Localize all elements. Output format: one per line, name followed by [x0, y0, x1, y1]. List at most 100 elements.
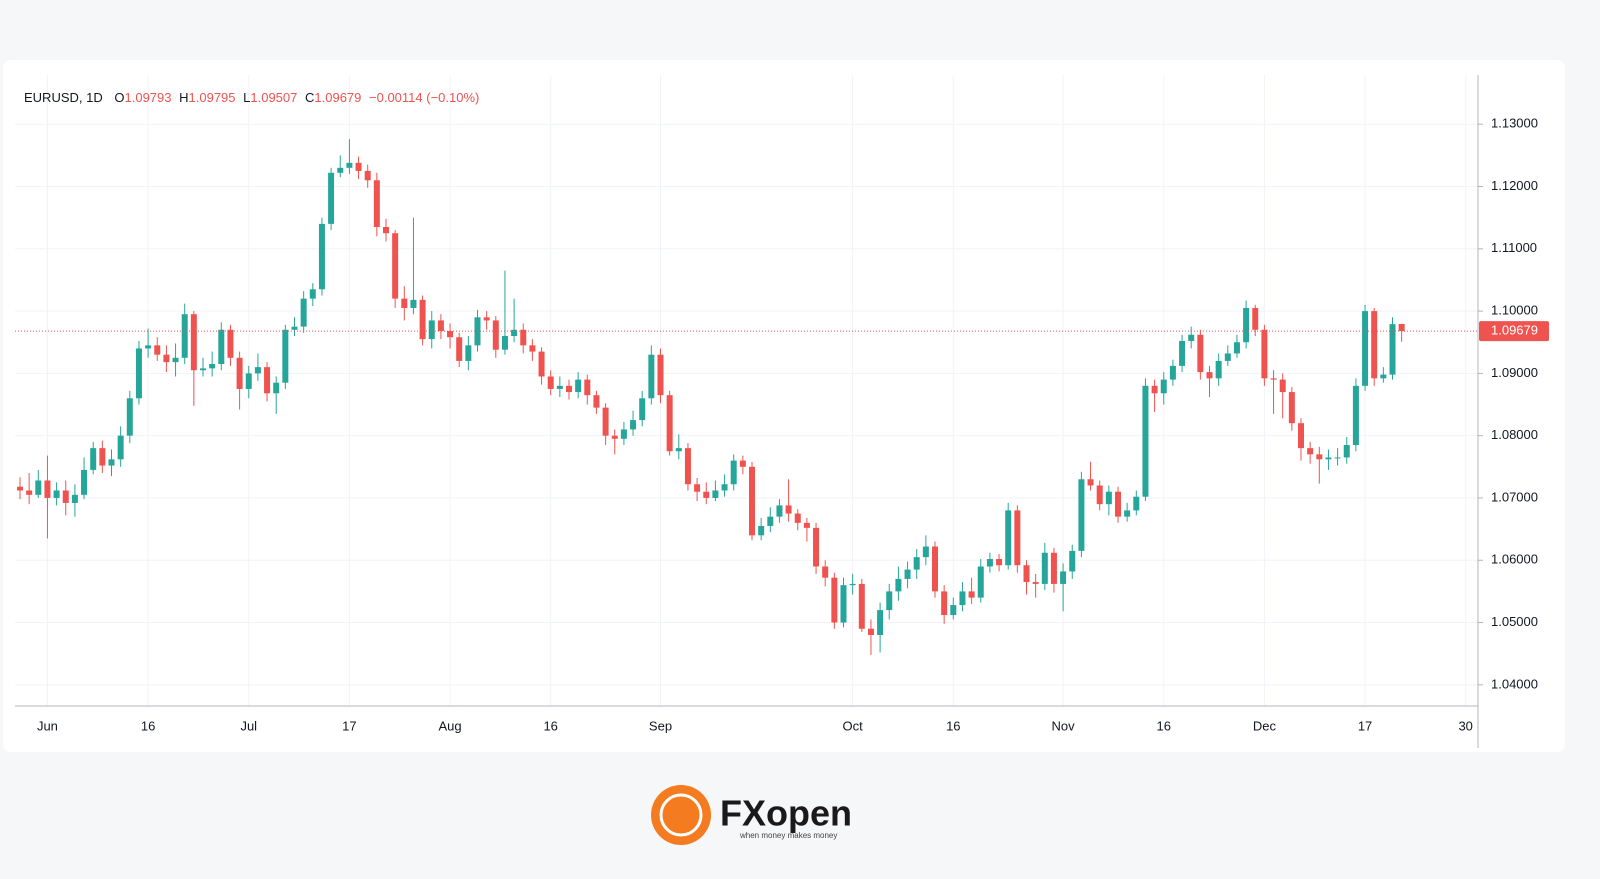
candle-body: [26, 490, 33, 495]
candle-body: [1206, 372, 1213, 379]
x-tick-label: Dec: [1253, 718, 1277, 733]
candle-body: [1060, 571, 1067, 584]
candle-body: [932, 546, 938, 592]
candle-body: [1188, 334, 1195, 341]
brand-name: FXopen: [720, 793, 852, 834]
candle-body: [684, 448, 691, 485]
candle-body: [291, 326, 298, 330]
x-tick-label: Jun: [37, 718, 58, 733]
y-tick-label: 1.07000: [1491, 489, 1538, 504]
candle-body: [1124, 510, 1131, 517]
candle-body: [1243, 307, 1250, 343]
candle-body: [666, 395, 673, 452]
candle-body: [1151, 385, 1158, 394]
candle-body: [44, 480, 51, 498]
candle-body: [1316, 454, 1323, 460]
candle-body: [1362, 311, 1369, 386]
last-price-label: 1.09679: [1491, 323, 1538, 338]
candle-body: [53, 490, 60, 498]
candle-body: [117, 435, 124, 460]
candle-body: [181, 314, 188, 358]
candle-body: [373, 180, 380, 227]
candle-body: [1105, 491, 1112, 505]
x-tick-label: Nov: [1052, 718, 1076, 733]
candle-body: [593, 395, 600, 408]
candle-body: [71, 494, 78, 503]
header: EURUSD, 1D O1.09793 H1.09795 L1.09507 C1…: [24, 90, 479, 105]
candle-body: [90, 448, 97, 470]
y-tick-label: 1.11000: [1491, 240, 1537, 255]
candle-body: [913, 557, 920, 570]
candle-body: [145, 345, 152, 349]
l-value: 1.09507: [250, 90, 297, 105]
candle-body: [1087, 479, 1094, 486]
candle-body: [492, 320, 499, 350]
candle-body: [822, 566, 829, 578]
candle-body: [1041, 552, 1048, 584]
candle-body: [1352, 385, 1359, 446]
candle-body: [209, 364, 216, 369]
candle-body: [895, 578, 902, 592]
candle-body: [1133, 496, 1140, 511]
candle-body: [273, 382, 280, 394]
candle-body: [1078, 479, 1085, 551]
candle-body: [236, 357, 243, 389]
candle-body: [254, 367, 261, 374]
last-price-tag: [1479, 321, 1549, 342]
candle-body: [401, 298, 408, 308]
logo: FXopen when money makes money: [651, 785, 852, 845]
candle-body: [392, 233, 399, 299]
candle-body: [383, 226, 389, 234]
candle-body: [794, 513, 801, 523]
candle-body: [264, 367, 271, 394]
candle-body: [675, 448, 682, 452]
y-tick-label: 1.12000: [1491, 178, 1538, 193]
candle-body: [767, 516, 774, 526]
candle-body: [1380, 374, 1387, 379]
candle-body: [1252, 307, 1259, 330]
candle-body: [227, 329, 234, 358]
candle-body: [282, 329, 289, 383]
candle-body: [922, 546, 929, 558]
x-tick-label: Sep: [649, 718, 672, 733]
candle-body: [1334, 457, 1341, 459]
change: −0.00114 (−0.10%): [369, 90, 479, 105]
candle-body: [1160, 379, 1167, 394]
candle-body: [630, 420, 637, 430]
candle-body: [501, 335, 508, 350]
candle-body: [419, 299, 426, 340]
candle-body: [218, 329, 225, 365]
candle-body: [904, 569, 911, 579]
candle-body: [337, 167, 344, 173]
candle-body: [648, 354, 655, 399]
candle-body: [556, 385, 563, 389]
candle-body: [1215, 360, 1222, 379]
candle-body: [803, 522, 810, 528]
candle-body: [986, 558, 993, 567]
c-letter: C: [305, 90, 314, 105]
candle-body: [776, 505, 783, 517]
candle-body: [410, 299, 417, 308]
y-tick-label: 1.09000: [1491, 365, 1538, 380]
candle-body: [1398, 323, 1405, 332]
candle-body: [602, 407, 609, 436]
candle-body: [813, 527, 820, 567]
candle-body: [977, 566, 984, 598]
candle-body: [758, 525, 765, 536]
candle-body: [483, 317, 490, 321]
candle-body: [35, 480, 42, 495]
candle-body: [877, 610, 884, 635]
candle-body: [1179, 340, 1186, 366]
candle-body: [1389, 324, 1396, 375]
candle-body: [566, 385, 572, 393]
l-letter: L: [243, 90, 250, 105]
candle-body: [318, 223, 325, 290]
candle-body: [538, 351, 545, 377]
candle-body: [346, 162, 353, 168]
h-value: 1.09795: [189, 90, 236, 105]
candle-body: [511, 329, 518, 336]
candle-body: [99, 448, 106, 466]
h-letter: H: [179, 90, 188, 105]
